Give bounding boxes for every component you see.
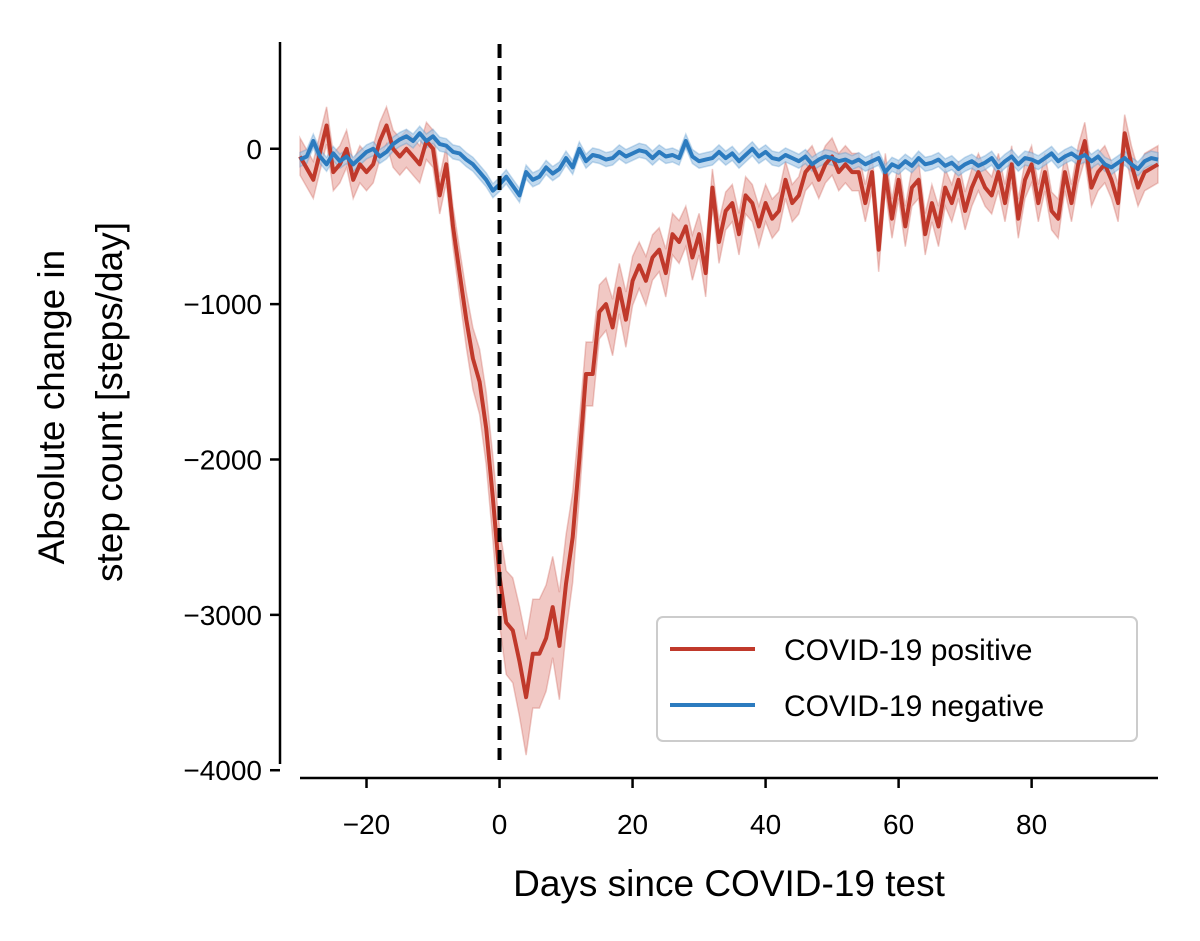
series-line-negative <box>299 131 1159 198</box>
x-tick-label: 60 <box>883 809 914 840</box>
x-tick-label: 80 <box>1016 809 1047 840</box>
x-tick-label: 40 <box>750 809 781 840</box>
axes: 0 −1000 −2000 −3000 −4000 −20 0 20 40 60 80 <box>183 42 1158 840</box>
x-tick-label: −20 <box>343 809 391 840</box>
y-axis-label-line-2: step count [steps/day] <box>89 222 130 582</box>
legend-label-positive: COVID-19 positive <box>784 634 1032 667</box>
y-axis-label: Absolute change in step count [steps/day… <box>31 222 130 582</box>
band-positive <box>299 104 1159 756</box>
legend-label-negative: COVID-19 negative <box>784 690 1044 723</box>
x-ticks: −20 0 20 40 60 80 <box>343 778 1047 840</box>
legend: COVID-19 positive COVID-19 negative <box>656 616 1138 742</box>
y-tick-label: −4000 <box>183 755 262 786</box>
x-tick-label: 0 <box>492 809 508 840</box>
series-lines <box>298 123 1160 700</box>
legend-frame <box>656 616 1138 742</box>
y-axis-label-line-1: Absolute change in <box>31 250 72 565</box>
y-tick-label: 0 <box>246 134 262 165</box>
y-tick-label: −3000 <box>183 600 262 631</box>
y-tick-label: −1000 <box>183 289 262 320</box>
x-axis-label: Days since COVID-19 test <box>513 863 946 904</box>
y-ticks: 0 −1000 −2000 −3000 −4000 <box>183 134 280 786</box>
x-tick-label: 20 <box>617 809 648 840</box>
y-tick-label: −2000 <box>183 444 262 475</box>
series-line-positive <box>298 123 1160 700</box>
